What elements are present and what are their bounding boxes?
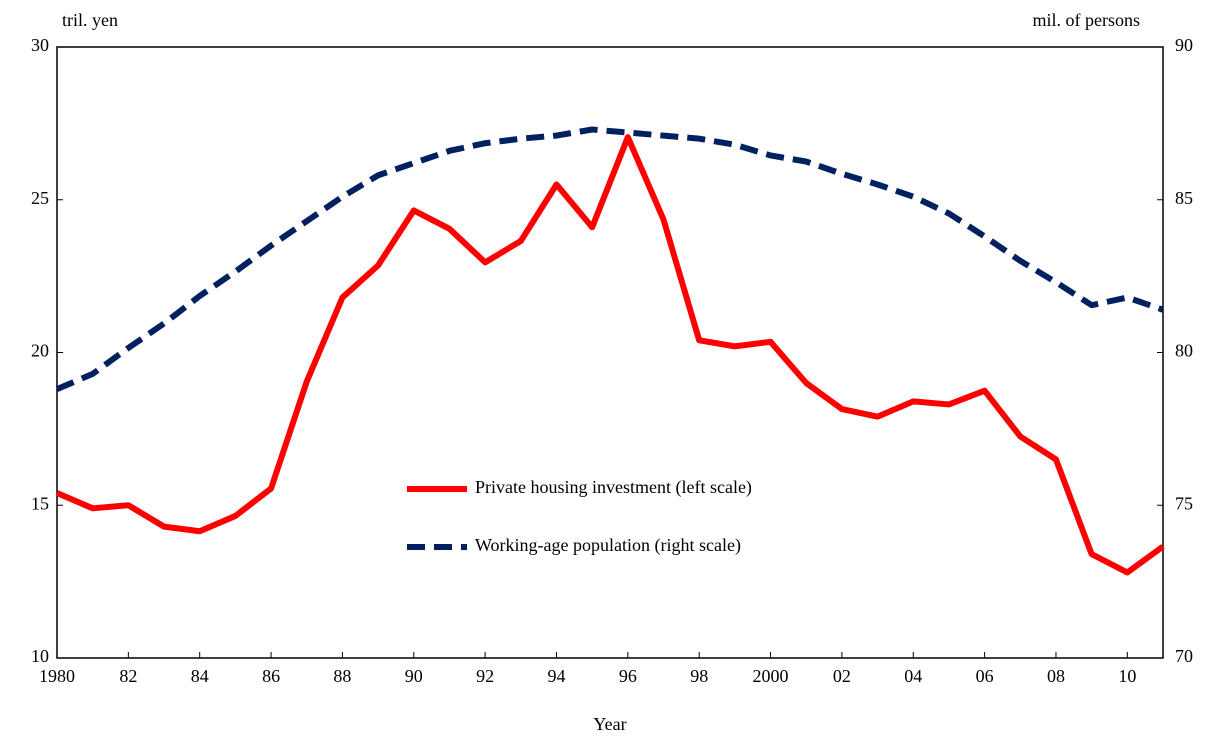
legend-label: Private housing investment (left scale) [475, 477, 752, 498]
legend-label: Working-age population (right scale) [475, 535, 741, 556]
y2-tick-label: 85 [1175, 188, 1193, 208]
x-tick-label: 94 [547, 666, 565, 686]
y-tick-label: 15 [31, 493, 49, 513]
x-tick-label: 06 [976, 666, 994, 686]
x-tick-label: 1980 [39, 666, 75, 686]
y2-tick-label: 70 [1175, 646, 1193, 666]
x-tick-label: 98 [690, 666, 708, 686]
x-tick-label: 02 [833, 666, 851, 686]
x-tick-label: 96 [619, 666, 637, 686]
x-tick-label: 04 [904, 666, 922, 686]
y2-tick-label: 80 [1175, 341, 1193, 361]
y-tick-label: 25 [31, 188, 49, 208]
x-tick-label: 2000 [753, 666, 789, 686]
x-tick-label: 82 [119, 666, 137, 686]
y-axis-label: tril. yen [62, 10, 118, 30]
plot-frame [56, 46, 1164, 659]
y-tick-label: 20 [31, 341, 49, 361]
x-tick-label: 84 [191, 666, 209, 686]
x-tick-label: 90 [405, 666, 423, 686]
x-tick-label: 10 [1118, 666, 1136, 686]
x-tick-label: 88 [333, 666, 351, 686]
x-axis-label: Year [593, 714, 626, 734]
series-line [55, 126, 1164, 392]
y2-tick-label: 75 [1175, 493, 1193, 513]
y-tick-label: 10 [31, 646, 49, 666]
y2-axis-label: mil. of persons [1033, 10, 1141, 30]
y2-tick-label: 90 [1175, 35, 1193, 55]
series-line [55, 134, 1165, 576]
x-tick-label: 86 [262, 666, 280, 686]
y-tick-label: 30 [31, 35, 49, 55]
x-tick-label: 08 [1047, 666, 1065, 686]
x-tick-label: 92 [476, 666, 494, 686]
